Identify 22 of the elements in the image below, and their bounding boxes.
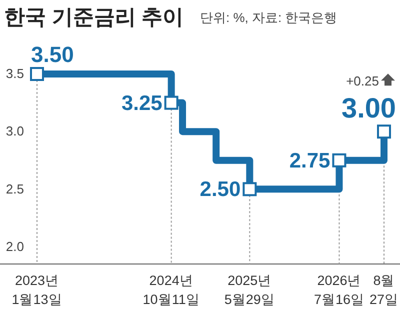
x-tick-label: 2026년 7월16일 bbox=[314, 273, 364, 307]
data-label: 2.50 bbox=[200, 178, 241, 202]
point bbox=[377, 124, 391, 139]
data-label: 2.75 bbox=[289, 149, 331, 172]
x-tick-label: 8월 27일 bbox=[369, 273, 399, 307]
annotation: +0.25 bbox=[346, 74, 379, 89]
x-tick-label: 2025년 5월29일 bbox=[224, 273, 275, 307]
chart-subtitle: 단위: %, 자료: 한국은행 bbox=[200, 10, 338, 25]
point bbox=[30, 67, 44, 81]
x-tick-label: 2023년 1월13일 bbox=[12, 273, 62, 307]
point bbox=[332, 153, 346, 168]
y-tick-label: 2.5 bbox=[6, 181, 24, 196]
x-tick-label: 2024년 10월11일 bbox=[142, 273, 200, 307]
y-tick-label: 3.5 bbox=[6, 66, 24, 82]
point bbox=[242, 182, 257, 196]
data-label: 3.00 bbox=[342, 92, 396, 124]
data-label: 3.50 bbox=[31, 42, 74, 67]
point bbox=[164, 96, 178, 110]
y-tick-label: 2.0 bbox=[6, 238, 24, 254]
chart-title: 한국 기준금리 추이 bbox=[4, 6, 184, 29]
y-tick-label: 3.0 bbox=[6, 124, 24, 139]
data-label: 3.25 bbox=[121, 92, 163, 115]
